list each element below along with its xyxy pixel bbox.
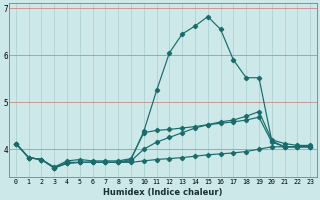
X-axis label: Humidex (Indice chaleur): Humidex (Indice chaleur) <box>103 188 223 197</box>
